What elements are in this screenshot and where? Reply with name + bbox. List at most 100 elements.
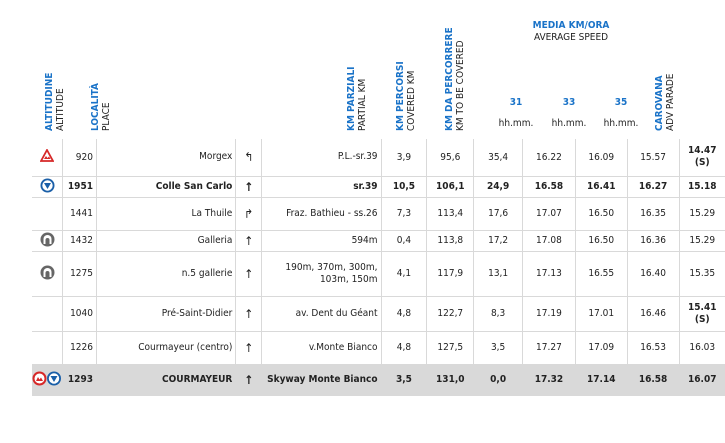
altitude-cell: 1275 — [62, 251, 97, 297]
gpm-icon — [40, 178, 55, 196]
road-cell: 594m — [261, 230, 382, 252]
table-row: 1441 La Thuile ↱ Fraz. Bathieu - ss.26 7,3 11… — [32, 197, 725, 231]
finish-icons — [32, 371, 62, 389]
icon-cell — [32, 197, 63, 231]
to-be-covered-km-cell: 13,1 — [473, 251, 524, 297]
icon-cell — [32, 230, 63, 252]
direction-cell: ↑ — [235, 230, 263, 252]
to-be-covered-km-cell: 3,5 — [473, 331, 524, 365]
header-place-en: PLACE — [101, 102, 112, 131]
caravan-cell: 14.47 (S) — [679, 139, 725, 177]
time-35-cell: 16.35 — [627, 197, 680, 231]
road-cell: Skyway Monte Bianco — [261, 364, 382, 396]
place-cell: Galleria — [96, 230, 237, 252]
caravan-stop-marker: (S) — [694, 157, 710, 169]
caravan-cell: 16.03 — [679, 331, 725, 365]
partial-km-cell: 4,8 — [381, 331, 428, 365]
icon-cell — [32, 296, 63, 332]
road-cell: 190m, 370m, 300m, 103m, 150m — [261, 251, 382, 297]
header-covered: KM PERCORSI COVERED KM — [395, 61, 417, 131]
caravan-time: 15.41 — [688, 301, 717, 313]
speed-header: MEDIA KM/ORA AVERAGE SPEED — [496, 20, 646, 44]
caravan-cell: 15.29 — [679, 230, 725, 252]
direction-cell: ↑ — [235, 176, 263, 198]
time-33-cell: 16.50 — [575, 230, 628, 252]
altitude-cell: 1432 — [62, 230, 97, 252]
header-tobe-en: KM TO BE COVERED — [455, 40, 466, 131]
header-altitude-en: ALTITUDE — [55, 88, 66, 131]
speed-unit-33: hh.mm. — [551, 118, 587, 129]
speed-35: 35 — [614, 97, 628, 108]
altitude-cell: 1293 — [62, 364, 97, 396]
covered-km-cell: 113,8 — [426, 230, 475, 252]
to-be-covered-km-cell: 17,6 — [473, 197, 524, 231]
place-cell: La Thuile — [96, 197, 237, 231]
place-cell: Morgex — [96, 139, 237, 177]
road-cell: Fraz. Bathieu - ss.26 — [261, 197, 382, 231]
icon-cell — [32, 176, 63, 198]
covered-km-cell: 131,0 — [426, 364, 475, 396]
covered-km-cell: 106,1 — [426, 176, 475, 198]
time-35-cell: 16.40 — [627, 251, 680, 297]
speed-title-it: MEDIA KM/ORA — [532, 20, 610, 31]
place-cell: Colle San Carlo — [96, 176, 237, 198]
direction-cell: ↑ — [235, 364, 263, 396]
warning-icon — [39, 148, 55, 165]
time-31-cell: 17.07 — [522, 197, 576, 231]
caravan-cell: 15.35 — [679, 251, 725, 297]
altitude-cell: 1441 — [62, 197, 97, 231]
partial-km-cell: 3,9 — [381, 139, 428, 177]
time-31-cell: 17.19 — [522, 296, 576, 332]
table-row: 1293 COURMAYEUR ↑ Skyway Monte Bianco 3,5 131… — [32, 364, 725, 396]
tunnel-icon — [40, 232, 55, 250]
partial-km-cell: 4,8 — [381, 296, 428, 332]
header-covered-en: COVERED KM — [406, 70, 417, 131]
direction-cell: ↱ — [235, 197, 263, 231]
table-row: 1040 Pré-Saint-Didier ↑ av. Dent du Géant 4,… — [32, 296, 725, 332]
speed-33: 33 — [562, 97, 576, 108]
caravan-cell: 15.29 — [679, 197, 725, 231]
partial-km-cell: 0,4 — [381, 230, 428, 252]
to-be-covered-km-cell: 24,9 — [473, 176, 524, 198]
header-covered-it: KM PERCORSI — [395, 61, 406, 131]
road-cell: v.Monte Bianco — [261, 331, 382, 365]
header-tobe-it: KM DA PERCORRERE — [444, 27, 455, 131]
partial-km-cell: 7,3 — [381, 197, 428, 231]
time-31-cell: 16.22 — [522, 139, 576, 177]
header-caravan: CAROVANA ADV PARADE — [654, 74, 676, 131]
caravan-stop-marker: (S) — [694, 313, 710, 325]
to-be-covered-km-cell: 0,0 — [473, 364, 524, 396]
partial-km-cell: 4,1 — [381, 251, 428, 297]
table-row: 920 Morgex ↰ P.L.-sr.39 3,9 95,6 35,4 16.22 16.0… — [32, 139, 725, 177]
header-partial-en: PARTIAL KM — [357, 78, 368, 131]
direction-cell: ↰ — [235, 139, 263, 177]
speed-unit-31: hh.mm. — [498, 118, 534, 129]
table-row: 1951 Colle San Carlo ↑ sr.39 10,5 106,1 24,9 16… — [32, 176, 725, 198]
time-33-cell: 16.55 — [575, 251, 628, 297]
place-cell: Courmayeur (centro) — [96, 331, 237, 365]
caravan-time: 15.35 — [689, 267, 716, 279]
icon-cell — [32, 331, 63, 365]
time-35-cell: 16.58 — [627, 364, 680, 396]
time-31-cell: 17.13 — [522, 251, 576, 297]
direction-cell: ↑ — [235, 296, 263, 332]
header-caravan-it: CAROVANA — [654, 75, 665, 131]
time-31-cell: 16.58 — [522, 176, 576, 198]
header-place-it: LOCALITÀ — [90, 83, 101, 131]
partial-km-cell: 3,5 — [381, 364, 428, 396]
caravan-cell: 15.41 (S) — [679, 296, 725, 332]
covered-km-cell: 95,6 — [426, 139, 475, 177]
time-33-cell: 17.01 — [575, 296, 628, 332]
place-cell: COURMAYEUR — [96, 364, 237, 396]
speed-31: 31 — [509, 97, 523, 108]
tunnel-icon — [40, 265, 55, 283]
icon-cell — [32, 139, 63, 177]
header-partial-it: KM PARZIALI — [346, 66, 357, 131]
partial-km-cell: 10,5 — [381, 176, 428, 198]
altitude-cell: 920 — [62, 139, 97, 177]
direction-cell: ↑ — [235, 331, 263, 365]
icon-cell — [32, 251, 63, 297]
place-cell: Pré-Saint-Didier — [96, 296, 237, 332]
time-31-cell: 17.32 — [522, 364, 576, 396]
header-caravan-en: ADV PARADE — [665, 73, 676, 131]
